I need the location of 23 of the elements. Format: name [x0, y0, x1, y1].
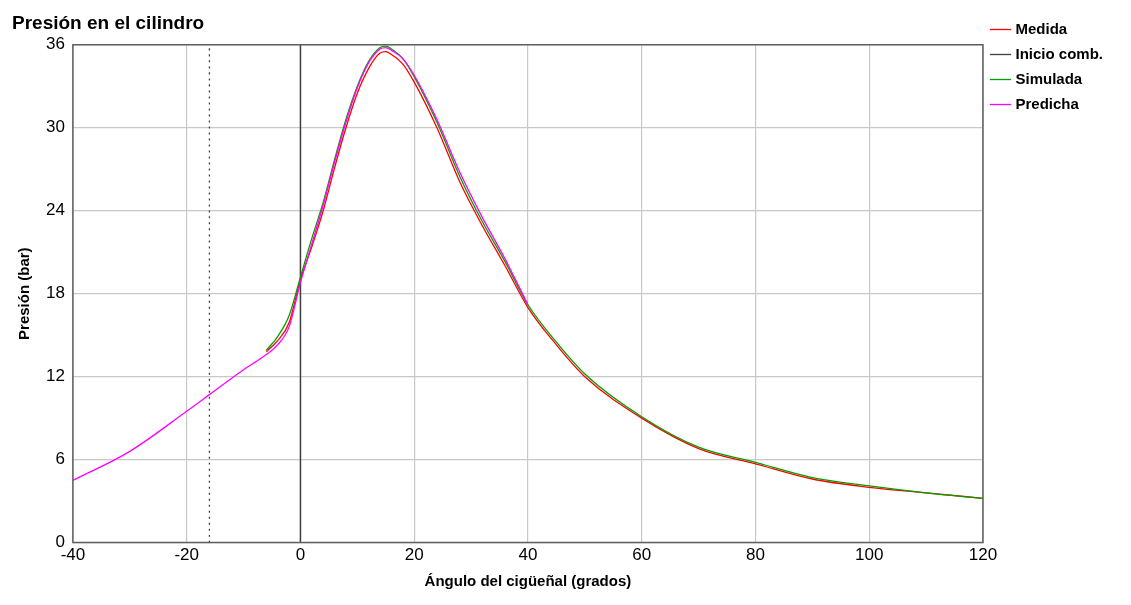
x-tick-label: 100	[855, 545, 884, 565]
x-tick-label: 20	[404, 545, 424, 565]
y-tick-label: 0	[55, 532, 65, 552]
x-tick-label: 40	[518, 545, 538, 565]
x-tick-label: -20	[174, 545, 199, 565]
legend-label: Medida	[1015, 19, 1068, 37]
legend-label: Inicio comb.	[1015, 44, 1104, 62]
chart-title: Presión en el cilindro	[12, 11, 205, 33]
y-tick-label: 30	[45, 117, 65, 137]
x-axis-title: Ángulo del cigüeñal (grados)	[424, 572, 632, 590]
y-tick-label: 6	[55, 449, 65, 469]
y-tick-label: 24	[45, 200, 65, 220]
y-tick-label: 12	[45, 366, 65, 386]
x-tick-label: 0	[295, 545, 306, 565]
x-tick-label: 60	[632, 545, 652, 565]
line-series	[72, 46, 529, 482]
y-tick-label: 36	[45, 34, 65, 54]
x-tick-label: 80	[746, 545, 765, 565]
legend-label: Simulada	[1015, 69, 1083, 87]
y-axis-title: Presión (bar)	[15, 247, 33, 340]
legend-label: Predicha	[1015, 94, 1080, 112]
y-tick-label: 18	[45, 283, 65, 303]
x-tick-label: 120	[968, 545, 998, 565]
